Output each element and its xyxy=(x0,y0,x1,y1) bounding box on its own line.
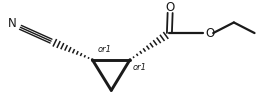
Text: O: O xyxy=(206,27,215,40)
Text: or1: or1 xyxy=(97,45,111,54)
Text: N: N xyxy=(8,17,17,30)
Text: or1: or1 xyxy=(133,62,147,72)
Text: O: O xyxy=(166,1,175,14)
